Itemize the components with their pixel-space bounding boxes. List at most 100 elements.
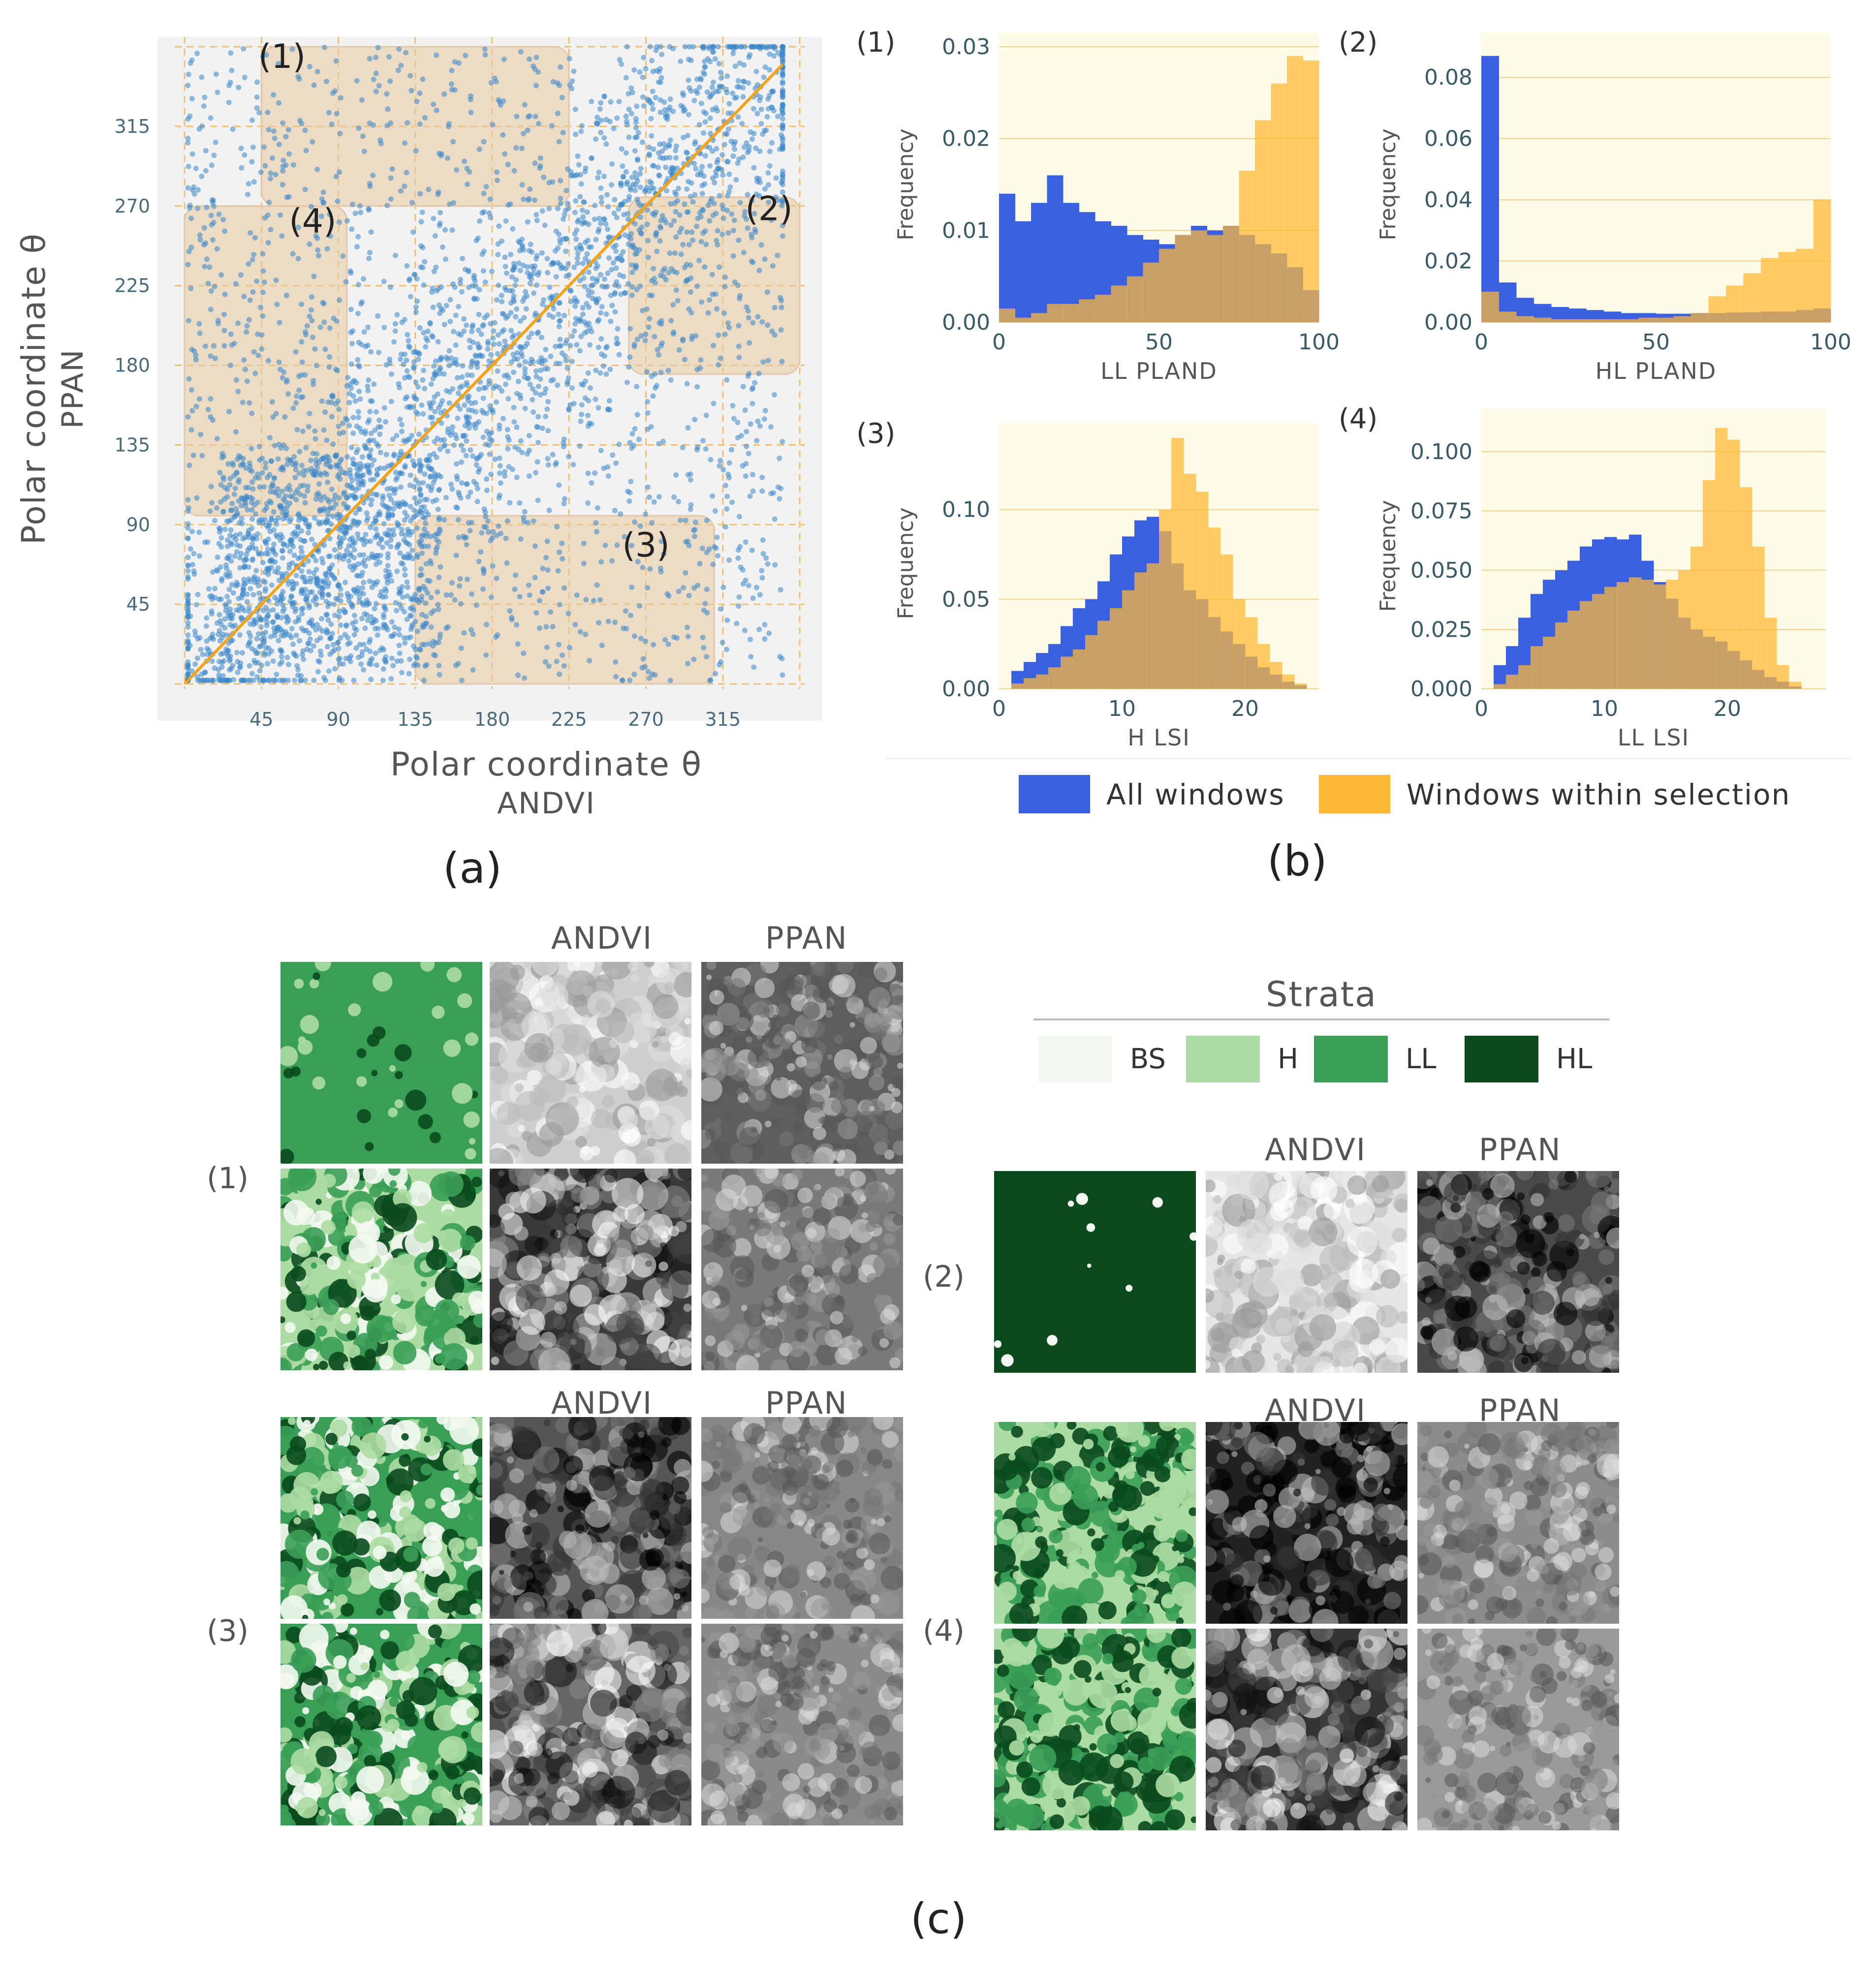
scatter-point bbox=[765, 561, 771, 567]
scatter-point bbox=[383, 594, 388, 600]
scatter-point bbox=[224, 555, 230, 561]
scatter-point bbox=[370, 172, 376, 178]
texture-blob bbox=[873, 1067, 883, 1077]
bar-selection-10 bbox=[1134, 572, 1147, 689]
scatter-point bbox=[409, 624, 415, 630]
scatter-point bbox=[325, 591, 331, 597]
scatter-point bbox=[418, 219, 424, 225]
scatter-point bbox=[247, 663, 252, 669]
scatter-point bbox=[567, 402, 573, 408]
scatter-point bbox=[251, 179, 257, 185]
scatter-point bbox=[237, 565, 243, 571]
scatter-point bbox=[333, 453, 339, 459]
scatter-point bbox=[280, 467, 286, 473]
scatter-point bbox=[269, 582, 275, 588]
scatter-point bbox=[599, 643, 605, 648]
texture-blob bbox=[849, 1022, 855, 1028]
scatter-point bbox=[229, 500, 235, 506]
scatter-point bbox=[780, 223, 785, 228]
scatter-point bbox=[512, 356, 517, 362]
scatter-y-label-line1: Polar coordinate θ bbox=[15, 232, 53, 545]
scatter-point bbox=[598, 336, 604, 342]
scatter-point bbox=[657, 565, 663, 571]
scatter-point bbox=[519, 182, 525, 187]
scatter-point bbox=[487, 403, 493, 409]
y-tick-label-3: 0.075 bbox=[1410, 498, 1472, 524]
scatter-point bbox=[289, 46, 295, 52]
scatter-point bbox=[241, 357, 247, 363]
scatter-point bbox=[486, 442, 492, 448]
scatter-point bbox=[725, 126, 731, 132]
scatter-point bbox=[483, 514, 489, 520]
scatter-point bbox=[580, 305, 586, 310]
scatter-point bbox=[484, 476, 490, 482]
scatter-point bbox=[374, 533, 380, 539]
strata-label-ll: LL bbox=[1406, 1043, 1437, 1075]
scatter-point bbox=[759, 319, 765, 325]
scatter-point bbox=[423, 344, 429, 350]
scatter-point bbox=[420, 265, 426, 271]
scatter-point bbox=[518, 49, 524, 55]
scatter-point bbox=[313, 557, 319, 563]
scatter-point bbox=[684, 381, 690, 387]
scatter-point bbox=[368, 677, 374, 682]
scatter-point bbox=[502, 338, 508, 344]
scatter-point bbox=[738, 44, 744, 50]
scatter-point bbox=[450, 139, 456, 145]
scatter-point bbox=[550, 179, 556, 185]
bar-selection-8 bbox=[1621, 319, 1639, 322]
scatter-point bbox=[455, 517, 461, 523]
scatter-point bbox=[484, 621, 489, 627]
scatter-point bbox=[353, 627, 359, 633]
scatter-point bbox=[402, 184, 407, 189]
scatter-point bbox=[537, 155, 543, 161]
scatter-point bbox=[499, 388, 505, 394]
texture-blob bbox=[540, 982, 569, 1010]
scatter-point bbox=[221, 454, 227, 459]
scatter-point bbox=[637, 185, 643, 190]
scatter-point bbox=[713, 671, 719, 677]
scatter-point bbox=[337, 297, 343, 303]
scatter-point bbox=[710, 148, 716, 154]
scatter-point bbox=[292, 619, 298, 625]
scatter-point bbox=[367, 648, 373, 654]
scatter-point bbox=[249, 159, 255, 165]
scatter-point bbox=[443, 592, 449, 598]
scatter-point bbox=[419, 533, 425, 539]
scatter-point bbox=[338, 95, 344, 101]
scatter-point bbox=[256, 644, 262, 649]
scatter-point bbox=[302, 500, 308, 506]
scatter-point bbox=[502, 254, 508, 260]
scatter-point bbox=[658, 318, 664, 324]
scatter-point bbox=[457, 576, 463, 582]
scatter-point bbox=[263, 551, 269, 556]
scatter-point bbox=[572, 295, 578, 301]
scatter-point bbox=[654, 248, 660, 254]
scatter-chart: (1)(2)(3)(4) 45 90 135 180 225 270 31545901351… bbox=[114, 37, 822, 730]
scatter-point bbox=[226, 409, 232, 414]
scatter-point bbox=[698, 357, 704, 363]
scatter-point bbox=[631, 341, 637, 347]
scatter-point bbox=[646, 144, 652, 150]
scatter-point bbox=[334, 111, 340, 117]
scatter-point bbox=[557, 337, 563, 342]
scatter-point bbox=[535, 384, 541, 389]
scatter-point bbox=[275, 565, 281, 571]
scatter-point bbox=[465, 182, 470, 187]
scatter-point bbox=[525, 127, 531, 133]
scatter-point bbox=[718, 69, 723, 75]
scatter-point bbox=[572, 231, 578, 237]
scatter-point bbox=[234, 649, 240, 655]
scatter-point bbox=[227, 363, 233, 368]
scatter-point bbox=[269, 458, 275, 464]
scatter-point bbox=[248, 230, 253, 236]
scatter-point bbox=[411, 663, 417, 669]
scatter-point bbox=[667, 155, 673, 160]
scatter-point bbox=[409, 432, 415, 438]
scatter-point bbox=[312, 346, 318, 352]
texture-blob bbox=[452, 1083, 473, 1104]
scatter-point bbox=[435, 191, 441, 197]
scatter-point bbox=[244, 378, 250, 384]
bar-selection-18 bbox=[1287, 56, 1303, 322]
